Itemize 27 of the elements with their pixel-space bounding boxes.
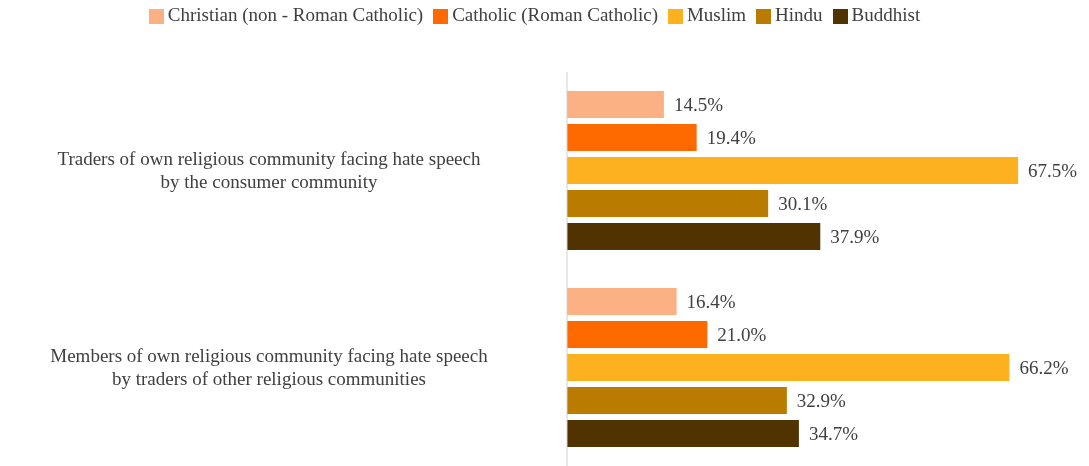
data-label: 30.1%: [778, 193, 828, 215]
bar: [567, 223, 821, 250]
data-label: 32.9%: [796, 390, 847, 412]
data-label: 16.4%: [686, 291, 736, 313]
bar: [567, 387, 787, 414]
bar: [567, 288, 677, 315]
data-label: 37.9%: [830, 226, 880, 248]
data-label: 34.7%: [808, 423, 859, 445]
bar: [567, 321, 708, 348]
y-tick-label: Traders of own religious community facing hate speech by the consumer community: [57, 148, 481, 192]
legend-label: Muslim: [686, 4, 747, 25]
bar: [567, 354, 1010, 381]
bar: [567, 157, 1019, 184]
data-label: 14.5%: [673, 94, 724, 116]
data-label: 66.2%: [1019, 357, 1069, 379]
bar: [567, 420, 799, 447]
bar: [567, 91, 664, 118]
legend-label: Buddhist: [851, 4, 921, 25]
legend-label: Catholic (Roman Catholic): [452, 4, 658, 25]
legend-label: Hindu: [775, 4, 823, 25]
y-tick-label: Members of own religious community facing hate speech by traders of other religious communities: [50, 345, 489, 389]
data-label: 21.0%: [717, 324, 767, 346]
bar: [567, 124, 697, 151]
legend-label: Christian (non - Roman Catholic): [167, 4, 424, 25]
data-label: 67.5%: [1028, 160, 1078, 182]
data-label: 19.4%: [706, 127, 756, 149]
bar: [567, 190, 769, 217]
